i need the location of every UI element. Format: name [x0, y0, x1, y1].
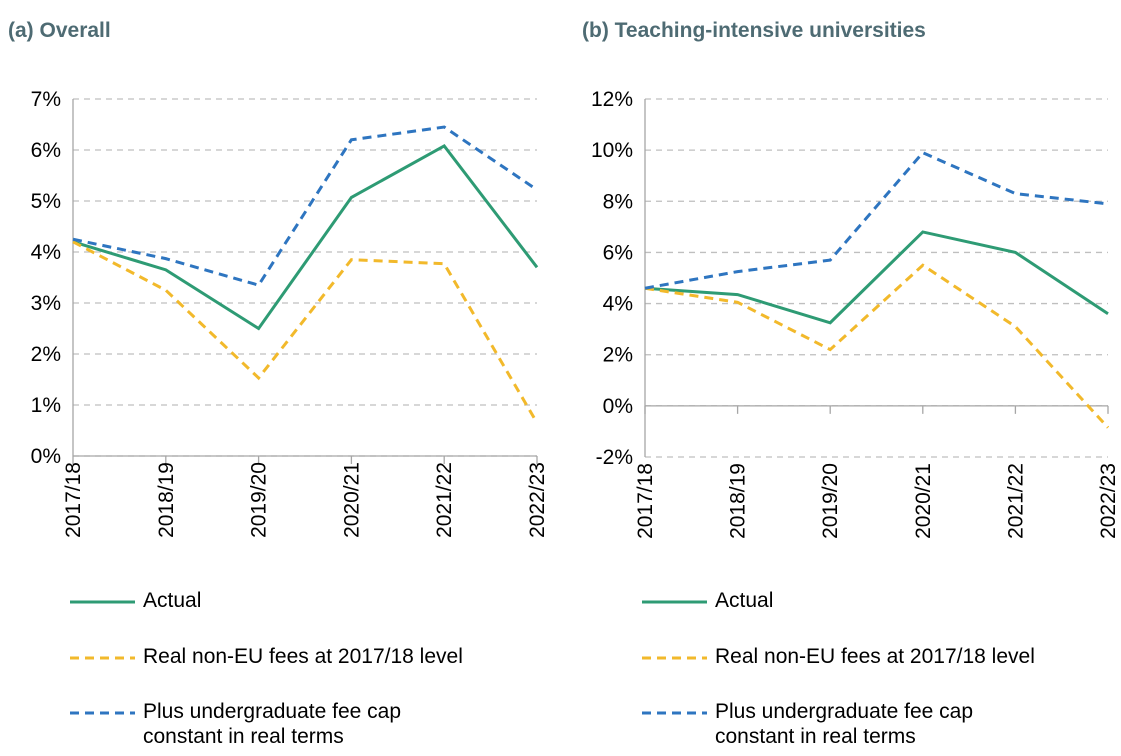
y-tick-label: -2%	[596, 446, 633, 469]
chart-title: (a) Overall	[8, 19, 111, 42]
x-tick-label: 2021/22	[1004, 463, 1027, 539]
series-line	[644, 230, 1109, 325]
chart-title: (b) Teaching-intensive universities	[582, 19, 926, 42]
y-tick-label: 4%	[603, 293, 633, 316]
series-line	[72, 143, 539, 331]
x-tick-label: 2021/22	[433, 462, 456, 538]
legend-label: Real non-EU fees at 2017/18 level	[715, 645, 1035, 668]
x-tick-label: 2020/21	[340, 462, 363, 538]
y-tick-label: 8%	[603, 190, 633, 213]
series-line	[644, 150, 1109, 290]
y-tick-label: 1%	[31, 394, 61, 417]
y-tick-label: 7%	[31, 88, 61, 111]
x-tick-label: 2019/20	[819, 463, 842, 539]
x-tick-label: 2017/18	[634, 463, 657, 539]
legend-label: Plus undergraduate fee cap constant in r…	[143, 700, 402, 748]
legend-label: Actual	[715, 589, 774, 612]
series-line	[72, 125, 538, 287]
x-tick-label: 2018/19	[155, 462, 178, 538]
x-tick-label: 2022/23	[526, 462, 549, 538]
legend-label: Plus undergraduate fee cap constant in r…	[715, 700, 974, 748]
y-tick-label: 3%	[31, 292, 61, 315]
y-tick-label: 12%	[591, 88, 633, 111]
x-tick-label: 2019/20	[248, 462, 271, 538]
y-tick-label: 0%	[603, 395, 633, 418]
legend-label: Actual	[143, 589, 202, 612]
y-tick-label: 5%	[31, 190, 61, 213]
y-tick-label: 2%	[603, 344, 633, 367]
y-tick-label: 0%	[31, 445, 61, 468]
x-tick-label: 2017/18	[62, 462, 85, 538]
x-tick-label: 2020/21	[912, 463, 935, 539]
y-tick-label: 10%	[591, 139, 633, 162]
y-tick-label: 2%	[31, 343, 61, 366]
series-line	[644, 263, 1110, 429]
y-tick-label: 6%	[31, 139, 61, 162]
legend-label: Real non-EU fees at 2017/18 level	[143, 645, 463, 668]
y-tick-label: 6%	[603, 241, 633, 264]
series-line	[72, 240, 539, 424]
y-tick-label: 4%	[31, 241, 61, 264]
x-tick-label: 2022/23	[1097, 463, 1120, 539]
x-tick-label: 2018/19	[727, 463, 750, 539]
